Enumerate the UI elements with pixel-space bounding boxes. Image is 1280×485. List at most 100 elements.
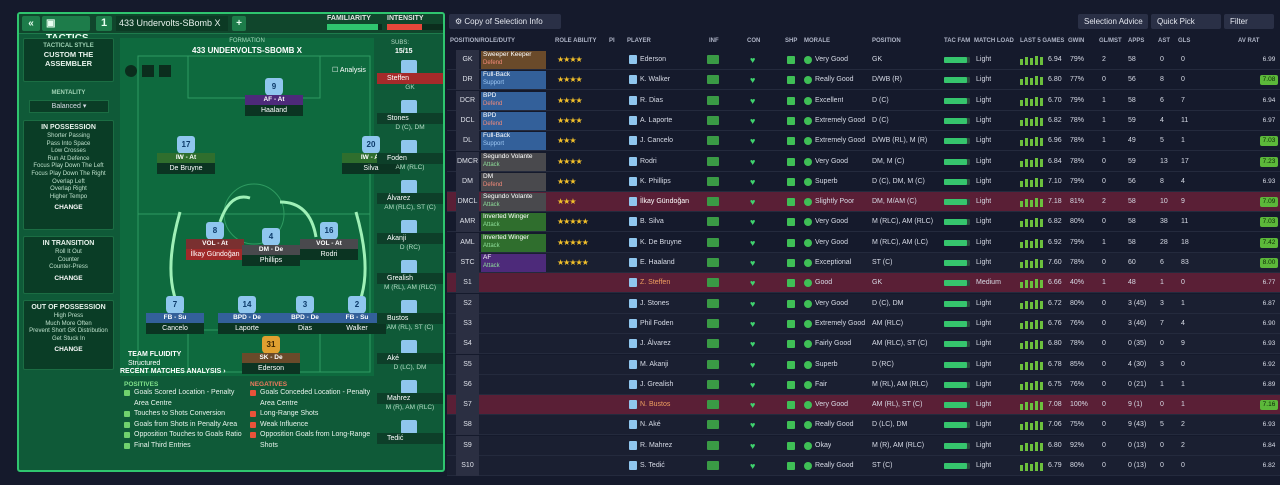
table-row[interactable]: S10 S. Tedić ♥ Really Good ST (C) Light 6.79 80… xyxy=(447,456,1280,476)
table-row[interactable]: GK Sweeper Keeper Defend ★★★★ Ederson ♥ Very G… xyxy=(447,50,1280,70)
column-header[interactable]: PLAYER xyxy=(627,38,651,44)
role-duty-select[interactable]: Inverted Winger Attack xyxy=(481,233,546,252)
player-name-cell[interactable]: B. Silva xyxy=(640,218,664,226)
column-header[interactable]: GWIN xyxy=(1068,38,1085,44)
column-header[interactable]: APPS xyxy=(1128,38,1145,44)
column-header[interactable]: MATCH LOAD xyxy=(974,38,1014,44)
role-duty-select[interactable]: Inverted Winger Attack xyxy=(481,213,546,232)
table-row[interactable]: DL Full-Back Support ★★★ J. Cancelo ♥ Extremel… xyxy=(447,131,1280,152)
table-row[interactable]: S4 J. Álvarez ♥ Fairly Good AM (RLC), ST (C)… xyxy=(447,334,1280,355)
tactic-name-select[interactable]: 433 Undervolts-SBomb X xyxy=(116,16,228,31)
role-duty-select[interactable]: Segundo Volante Attack xyxy=(481,193,546,212)
table-row[interactable]: S5 M. Akanji ♥ Superb D (RC) Light 6.78 85% 0 4 (… xyxy=(447,354,1280,375)
player-name-cell[interactable]: R. Mahrez xyxy=(640,441,673,449)
column-header[interactable]: GL/MST xyxy=(1099,38,1122,44)
column-header[interactable]: INF xyxy=(709,38,719,44)
player-name-cell[interactable]: N. Aké xyxy=(640,421,661,429)
column-header[interactable]: SHP xyxy=(785,38,798,44)
sub-row[interactable]: Mahrez M (R), AM (RLC) xyxy=(377,380,443,416)
table-row[interactable]: AML Inverted Winger Attack ★★★★★ K. De Bruyn… xyxy=(447,232,1280,253)
column-header[interactable]: AV RAT xyxy=(1238,38,1260,44)
analysis-toggle[interactable]: ☐ Analysis xyxy=(332,66,366,74)
table-row[interactable]: DCR BPD Defend ★★★★ R. Dias ♥ Excellent D (C) Li… xyxy=(447,90,1280,111)
sub-row[interactable]: Stones D (C), DM xyxy=(377,100,443,136)
table-row[interactable]: S7 N. Bustos ♥ Very Good AM (RL), ST (C) Ligh… xyxy=(447,395,1280,416)
role-duty-select[interactable]: Full-Back Support xyxy=(481,71,546,90)
table-row[interactable]: STC AF Attack ★★★★★ E. Haaland ♥ Exceptional ST… xyxy=(447,253,1280,273)
table-row[interactable]: S6 J. Grealish ♥ Fair M (RL), AM (RLC) Light 6… xyxy=(447,374,1280,395)
column-header[interactable]: MORALE xyxy=(804,38,830,44)
player-name-cell[interactable]: İlkay Gündoğan xyxy=(640,198,690,206)
table-row[interactable]: DMCR Segundo Volante Attack ★★★★ Rodri ♥ Very … xyxy=(447,151,1280,172)
table-row[interactable]: DCL BPD Defend ★★★★ A. Laporte ♥ Extremely Goo… xyxy=(447,110,1280,131)
filter-button[interactable]: Filter xyxy=(1224,14,1274,29)
column-header[interactable]: PI xyxy=(609,38,615,44)
player-name-cell[interactable]: M. Akanji xyxy=(640,360,669,368)
player-name-cell[interactable]: Phil Foden xyxy=(640,319,674,327)
tactics-tab[interactable]: ▣ TACTICS xyxy=(42,16,90,44)
table-row[interactable]: S3 Phil Foden ♥ Extremely Good AM (RLC) Light… xyxy=(447,313,1280,334)
role-duty-select[interactable]: DM Defend xyxy=(481,172,546,191)
clipboard-icon[interactable] xyxy=(159,65,171,77)
add-tactic-button[interactable]: + xyxy=(232,16,246,31)
selection-advice-button[interactable]: Selection Advice xyxy=(1078,14,1148,29)
role-duty-select[interactable]: Full-Back Support xyxy=(481,132,546,151)
column-header[interactable]: AST xyxy=(1158,38,1170,44)
player-name-cell[interactable]: E. Haaland xyxy=(640,259,675,266)
table-row[interactable]: DM DM Defend ★★★ K. Phillips ♥ Superb D (C), DM… xyxy=(447,171,1280,192)
player-name-cell[interactable]: J. Stones xyxy=(640,299,670,307)
column-header[interactable]: TAC FAM xyxy=(944,38,971,44)
table-row[interactable]: S2 J. Stones ♥ Very Good D (C), DM Light 6.72 8… xyxy=(447,293,1280,314)
stats-icon[interactable] xyxy=(142,65,154,77)
role-duty-select[interactable]: BPD Defend xyxy=(481,111,546,130)
sub-row[interactable]: Álvarez AM (RLC), ST (C) xyxy=(377,180,443,216)
in-transition-change-button[interactable]: CHANGE xyxy=(54,274,83,282)
sub-row[interactable]: Foden AM (RLC) xyxy=(377,140,443,176)
player-name-cell[interactable]: A. Laporte xyxy=(640,116,673,124)
formation-name[interactable]: 433 UNDERVOLTS-SBOMB X xyxy=(192,46,302,55)
mentality-select[interactable]: Balanced ▾ xyxy=(29,100,109,113)
role-duty-select[interactable]: AF Attack xyxy=(481,254,546,272)
table-row[interactable]: S9 R. Mahrez ♥ Okay M (R), AM (RLC) Light 6.80… xyxy=(447,435,1280,456)
column-header[interactable]: ROLE ABILITY xyxy=(555,38,597,44)
tactic-slot-number[interactable]: 1 xyxy=(96,16,112,31)
out-of-possession-box[interactable]: OUT OF POSSESSION High Press Much More Of… xyxy=(23,300,114,370)
in-possession-box[interactable]: IN POSSESSION Shorter Passing Pass Into S… xyxy=(23,120,114,230)
sub-row[interactable]: Akanji D (RC) xyxy=(377,220,443,256)
sub-row[interactable]: Steffen GK xyxy=(377,60,443,96)
in-possession-change-button[interactable]: CHANGE xyxy=(54,204,83,212)
column-header[interactable]: POSITION xyxy=(872,38,901,44)
table-row[interactable]: S1 Z. Steffen ♥ Good GK Medium 6.66 40% 1 48 1 0 6.7… xyxy=(447,273,1280,294)
info-icon[interactable] xyxy=(125,65,137,77)
role-duty-select[interactable]: Segundo Volante Attack xyxy=(481,152,546,171)
in-transition-box[interactable]: IN TRANSITION Roll It Out Counter Counter-… xyxy=(23,236,114,294)
column-header[interactable]: LAST 5 GAMES xyxy=(1020,38,1065,44)
player-name-cell[interactable]: Rodri xyxy=(640,157,657,165)
table-row[interactable]: S8 N. Aké ♥ Really Good D (LC), DM Light 7.06 7… xyxy=(447,415,1280,436)
sub-row[interactable]: Aké D (LC), DM xyxy=(377,340,443,376)
role-duty-select[interactable]: Sweeper Keeper Defend xyxy=(481,51,546,69)
player-name-cell[interactable]: J. Grealish xyxy=(640,380,674,388)
player-name-cell[interactable]: Ederson xyxy=(640,56,667,63)
player-name-cell[interactable]: K. De Bruyne xyxy=(640,238,682,246)
collapse-button[interactable]: « xyxy=(22,16,40,31)
recent-matches-title[interactable]: RECENT MATCHES ANALYSIS › xyxy=(120,368,226,375)
player-name-cell[interactable]: S. Tedić xyxy=(640,462,665,469)
table-row[interactable]: AMR Inverted Winger Attack ★★★★★ B. Silva ♥ Ve… xyxy=(447,212,1280,233)
column-header[interactable]: CON xyxy=(747,38,761,44)
copy-selection-info-button[interactable]: ⚙ Copy of Selection Info xyxy=(449,14,561,29)
table-row[interactable]: DR Full-Back Support ★★★★ K. Walker ♥ Really G… xyxy=(447,70,1280,91)
player-name-cell[interactable]: K. Walker xyxy=(640,76,671,84)
column-header[interactable]: GLS xyxy=(1178,38,1191,44)
player-name-cell[interactable]: Z. Steffen xyxy=(640,279,671,287)
sub-row[interactable]: Grealish M (RL), AM (RLC) xyxy=(377,260,443,296)
table-row[interactable]: DMCL Segundo Volante Attack ★★★ İlkay Gündoğ… xyxy=(447,192,1280,213)
player-name-cell[interactable]: N. Bustos xyxy=(640,401,671,409)
out-of-possession-change-button[interactable]: CHANGE xyxy=(54,346,83,354)
player-name-cell[interactable]: J. Cancelo xyxy=(640,137,674,145)
sub-row[interactable]: Bustos AM (RL), ST (C) xyxy=(377,300,443,336)
player-name-cell[interactable]: J. Álvarez xyxy=(640,340,671,348)
role-duty-select[interactable]: BPD Defend xyxy=(481,91,546,110)
sub-row[interactable]: Tedić xyxy=(377,420,443,456)
player-name-cell[interactable]: K. Phillips xyxy=(640,177,671,185)
